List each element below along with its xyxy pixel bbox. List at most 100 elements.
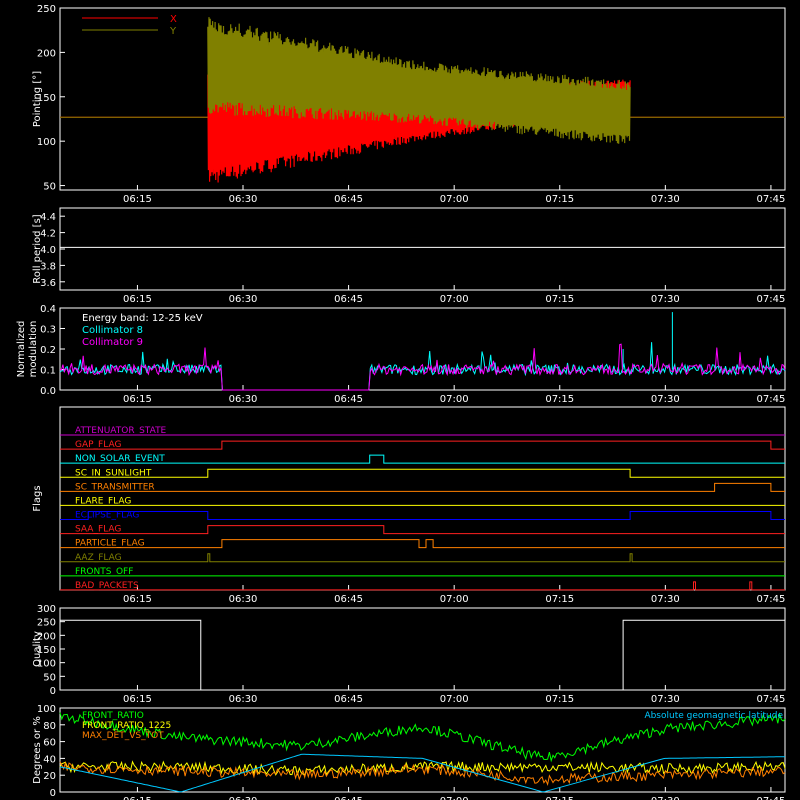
y-tick-label: 0 <box>50 788 56 799</box>
flag-label: PARTICLE_FLAG <box>75 539 145 549</box>
ratio-series-line <box>59 761 786 786</box>
flag-line <box>60 581 785 591</box>
panel-frame <box>59 207 786 291</box>
x-tick-label: 06:15 <box>123 796 152 800</box>
legend-label: MAX_DET_VS_TOT <box>82 731 164 741</box>
y-tick-label: 4.4 <box>40 212 56 223</box>
x-tick-label: 06:30 <box>229 594 258 605</box>
y-tick-label: 100 <box>37 704 56 715</box>
x-tick-label: 06:45 <box>334 694 363 705</box>
modulation-series-line <box>59 343 786 391</box>
y-tick-label: 250 <box>37 618 56 629</box>
y-tick-label: 0.1 <box>40 366 56 377</box>
flag-line <box>60 482 785 492</box>
flag-label: ATTENUATOR_STATE <box>75 426 167 436</box>
x-tick-label: 07:45 <box>757 694 786 705</box>
x-tick-label: 06:45 <box>334 194 363 205</box>
x-tick-label: 06:45 <box>334 294 363 305</box>
x-tick-label: 07:00 <box>440 694 469 705</box>
legend-label: X <box>170 14 177 25</box>
x-tick-label: 06:30 <box>229 294 258 305</box>
x-tick-label: 07:15 <box>545 796 574 800</box>
flag-line <box>60 454 785 464</box>
y-tick-label: 0.2 <box>40 345 56 356</box>
pointing-series-band <box>207 17 631 144</box>
y-tick-label: 150 <box>37 645 56 656</box>
y-tick-label: 80 <box>43 721 56 732</box>
x-tick-label: 07:30 <box>651 194 680 205</box>
y-tick-label: 60 <box>43 738 56 749</box>
flag-label: FRONTS_OFF <box>75 567 133 577</box>
flag-line <box>60 525 785 535</box>
flag-line <box>60 511 785 520</box>
x-tick-label: 07:45 <box>757 394 786 405</box>
x-tick-label: 07:30 <box>651 694 680 705</box>
y-tick-label: 100 <box>37 659 56 670</box>
y-tick-label: 250 <box>37 4 56 15</box>
flag-label: NON_SOLAR_EVENT <box>75 454 165 464</box>
y-tick-label: 0.3 <box>40 325 56 336</box>
ratio-series-line <box>59 753 785 793</box>
flag-label: SAA_FLAG <box>75 525 121 535</box>
x-tick-label: 07:15 <box>545 294 574 305</box>
y-tick-label: 50 <box>43 182 56 193</box>
x-tick-label: 06:45 <box>334 394 363 405</box>
x-tick-label: 06:45 <box>334 796 363 800</box>
x-tick-label: 06:45 <box>334 594 363 605</box>
x-tick-label: 07:45 <box>757 594 786 605</box>
x-tick-label: 07:30 <box>651 594 680 605</box>
flag-line <box>60 468 785 478</box>
flag-label: ECLIPSE_FLAG <box>75 511 139 521</box>
flag-line <box>60 553 785 563</box>
x-tick-label: 06:30 <box>229 694 258 705</box>
y-tick-label: 4.0 <box>40 245 56 256</box>
panel-frame <box>59 7 786 191</box>
x-tick-label: 07:30 <box>651 394 680 405</box>
legend-label: FRONT_RATIO <box>82 711 144 721</box>
x-tick-label: 07:15 <box>545 194 574 205</box>
y-axis-label: Quality <box>32 631 43 667</box>
x-tick-label: 06:15 <box>123 694 152 705</box>
flag-label: FLARE_FLAG <box>75 496 131 506</box>
quality-line <box>60 619 785 691</box>
x-tick-label: 06:30 <box>229 796 258 800</box>
x-tick-label: 07:00 <box>440 394 469 405</box>
x-tick-label: 07:00 <box>440 294 469 305</box>
y-axis-label: Pointing [°] <box>32 71 43 127</box>
x-tick-label: 06:15 <box>123 394 152 405</box>
flag-label: GAP_FLAG <box>75 440 121 450</box>
x-tick-label: 07:45 <box>757 796 786 800</box>
y-tick-label: 200 <box>37 48 56 59</box>
legend-label: Collimator 9 <box>82 337 143 348</box>
legend-label: FRONT_RATIO_1225 <box>82 721 171 731</box>
x-tick-label: 07:15 <box>545 694 574 705</box>
y-tick-label: 100 <box>37 137 56 148</box>
x-tick-label: 07:00 <box>440 796 469 800</box>
x-tick-label: 07:00 <box>440 194 469 205</box>
y-tick-label: 300 <box>37 604 56 615</box>
y-tick-label: 3.6 <box>40 278 56 289</box>
x-tick-label: 06:30 <box>229 194 258 205</box>
y-tick-label: 4.2 <box>40 229 56 240</box>
y-tick-label: 20 <box>43 771 56 782</box>
y-tick-label: 0.4 <box>40 304 56 315</box>
flag-line <box>60 539 785 549</box>
y-axis-label: Roll period [s] <box>32 214 43 283</box>
legend-label: Y <box>169 26 177 37</box>
x-tick-label: 06:15 <box>123 194 152 205</box>
x-tick-label: 06:15 <box>123 594 152 605</box>
y-tick-label: 50 <box>43 672 56 683</box>
x-tick-label: 07:00 <box>440 594 469 605</box>
x-tick-label: 06:15 <box>123 294 152 305</box>
x-tick-label: 07:30 <box>651 294 680 305</box>
y-tick-label: 200 <box>37 631 56 642</box>
x-tick-label: 06:30 <box>229 394 258 405</box>
y-axis-label: modulation <box>28 321 39 378</box>
flag-label: SC_TRANSMITTER <box>75 482 155 492</box>
y-axis-label: Normalized <box>16 321 27 378</box>
y-tick-label: 0 <box>50 686 56 697</box>
y-axis-label: Flags <box>32 485 43 511</box>
legend-label: Collimator 8 <box>82 325 143 336</box>
x-tick-label: 07:15 <box>545 394 574 405</box>
